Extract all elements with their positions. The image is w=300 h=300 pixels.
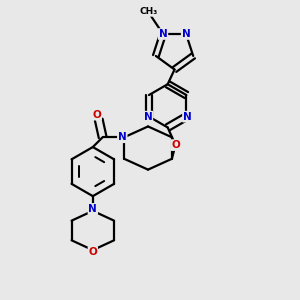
- Text: CH₃: CH₃: [139, 7, 158, 16]
- Text: N: N: [182, 29, 190, 39]
- Text: N: N: [144, 112, 152, 122]
- Text: N: N: [183, 112, 192, 122]
- Text: N: N: [118, 132, 127, 142]
- Text: N: N: [88, 204, 97, 214]
- Text: O: O: [171, 140, 180, 150]
- Text: O: O: [88, 247, 97, 257]
- Text: O: O: [92, 110, 101, 120]
- Text: N: N: [159, 29, 167, 39]
